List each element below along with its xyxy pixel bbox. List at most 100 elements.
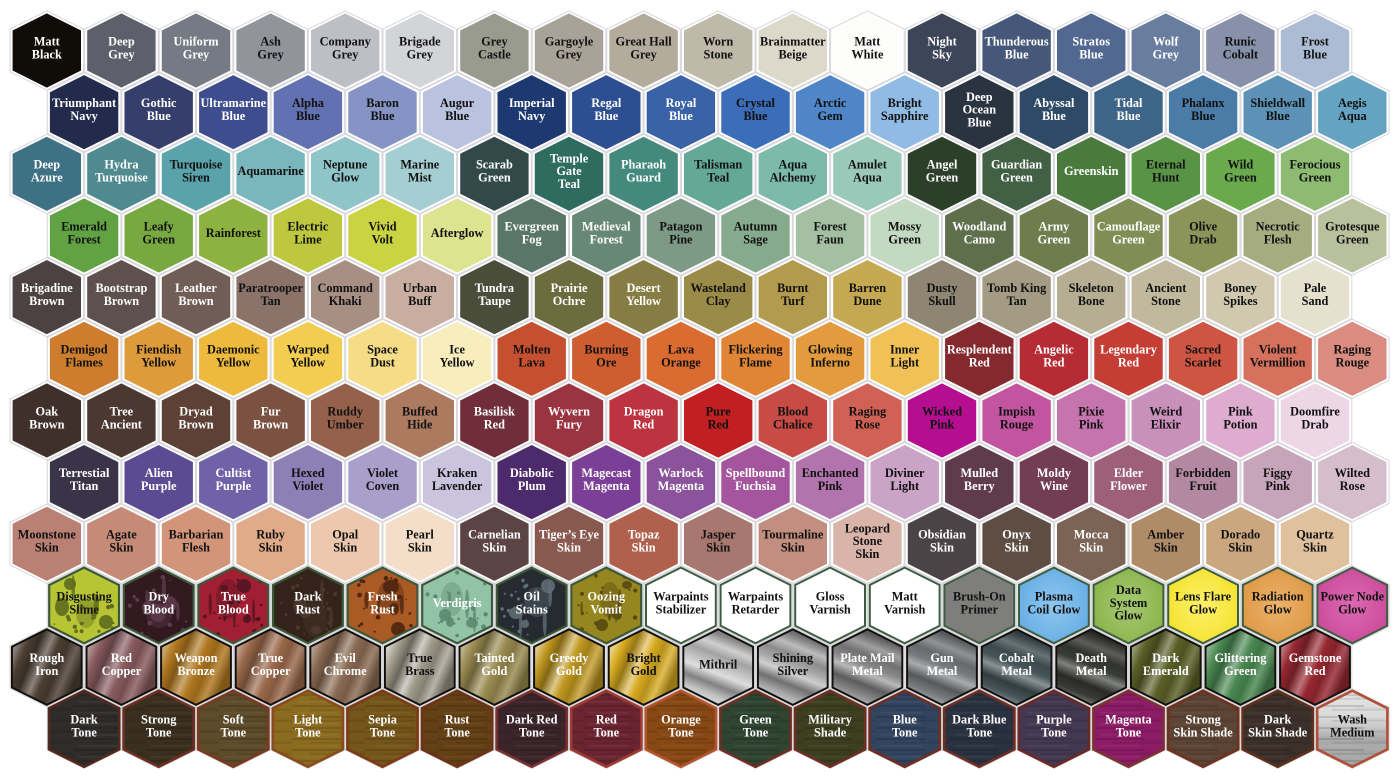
svg-text:Greenskin: Greenskin [1064,164,1119,178]
svg-text:Verdigris: Verdigris [433,596,482,610]
svg-text:Rainforest: Rainforest [206,226,262,240]
